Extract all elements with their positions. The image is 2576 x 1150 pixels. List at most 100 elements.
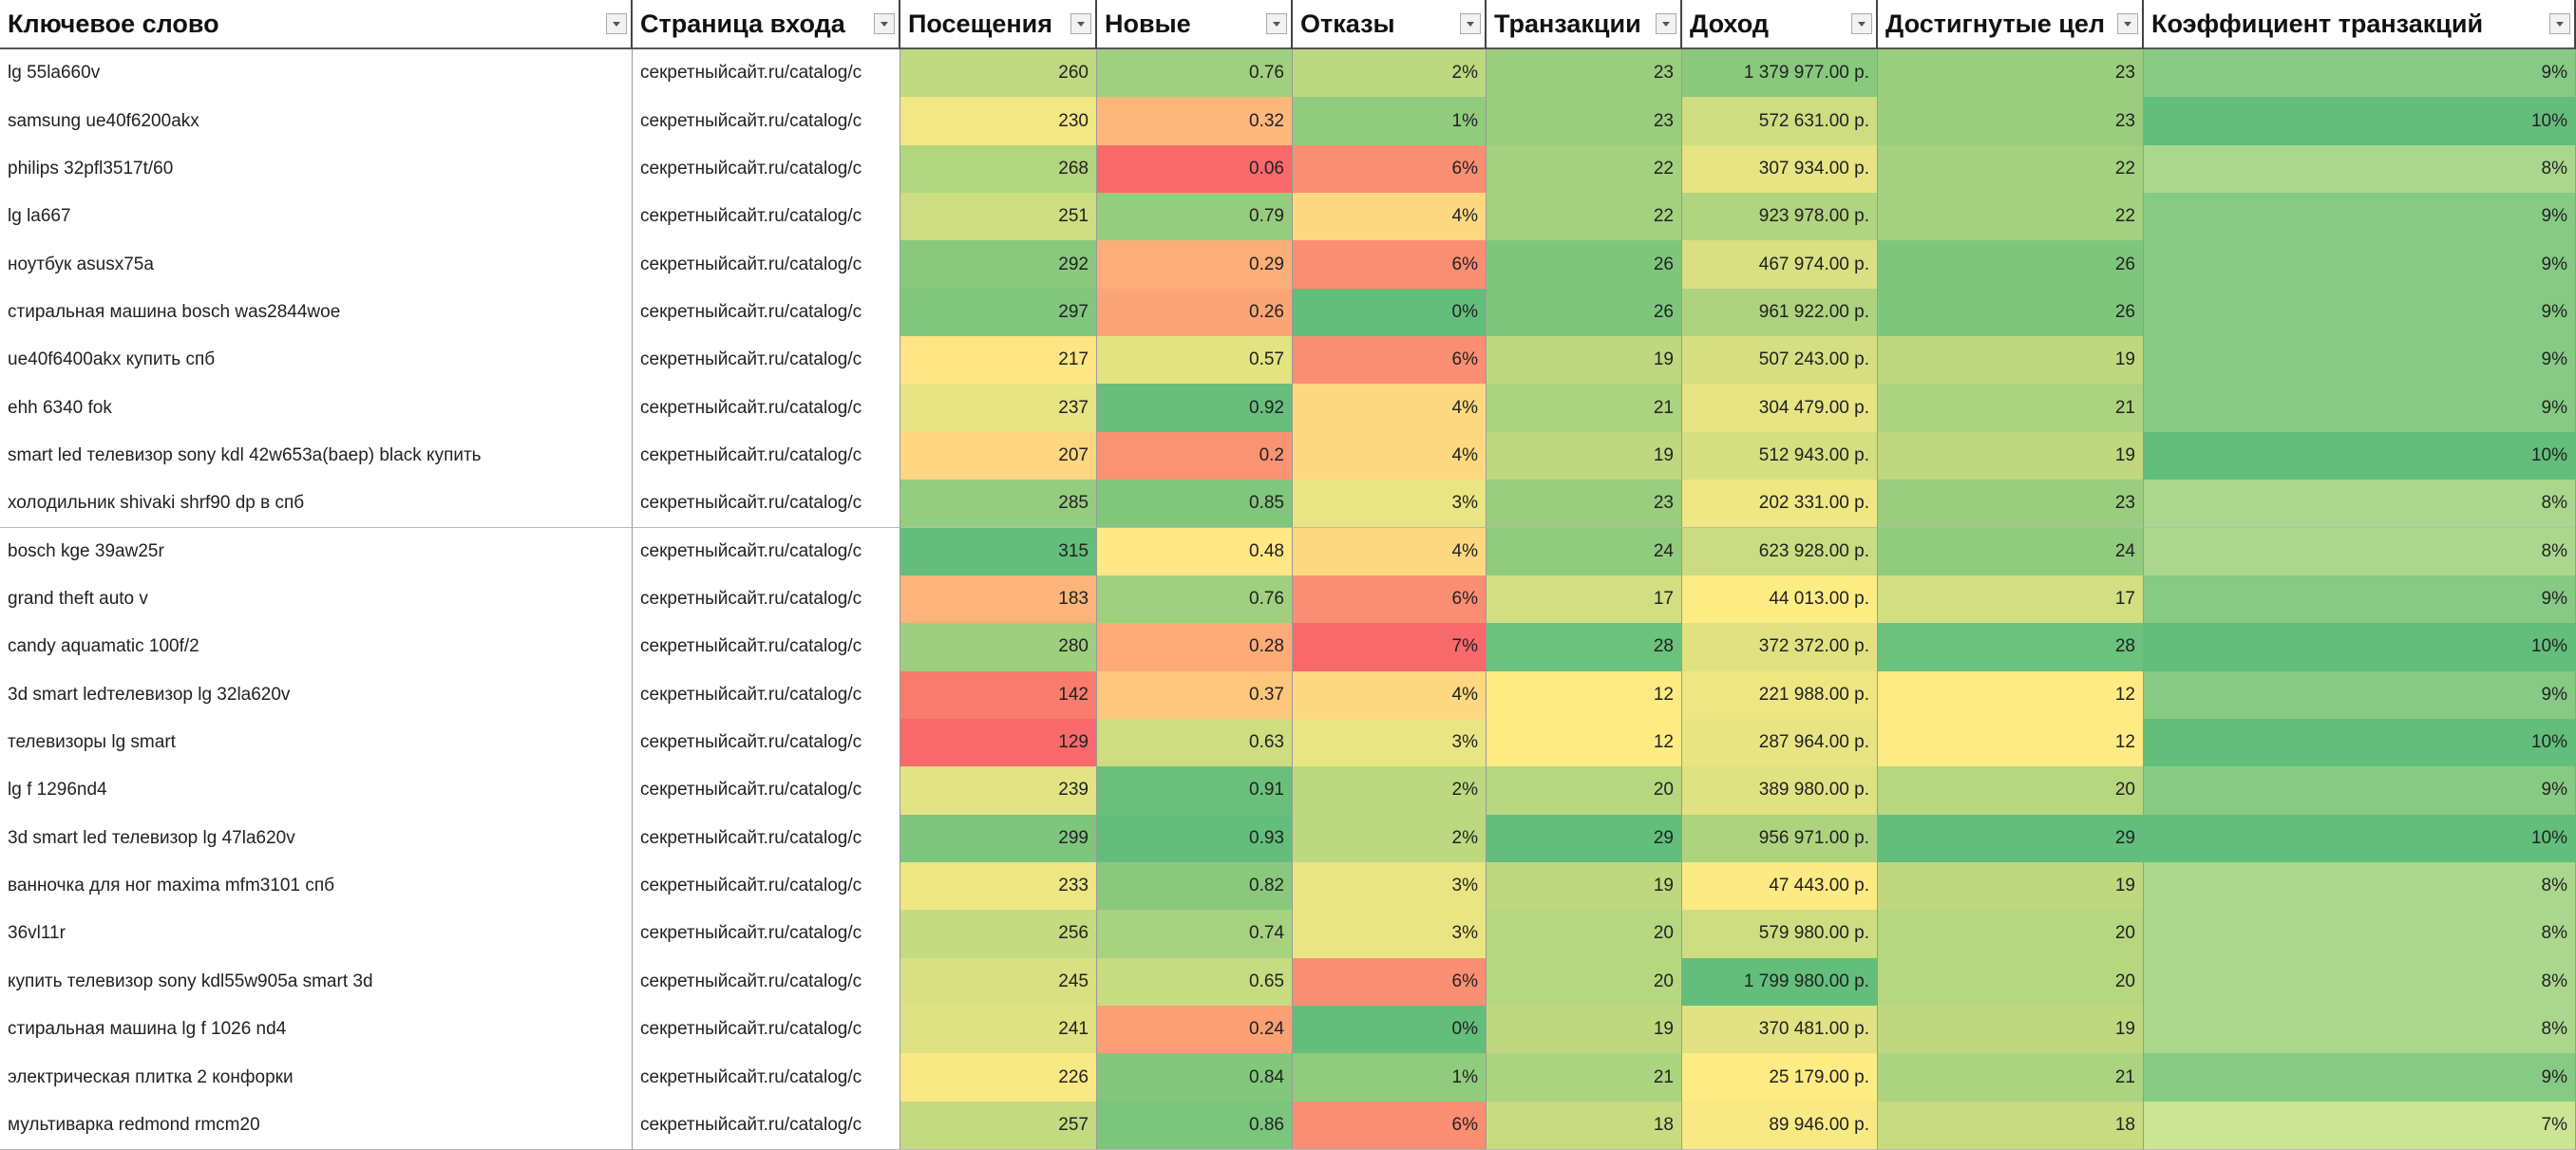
number-cell: 0.06 [1097, 144, 1293, 195]
number-cell: 8% [2144, 480, 2576, 529]
text-cell: секретныйсайт.ru/catalog/c [633, 336, 900, 386]
filter-button[interactable] [1266, 13, 1287, 34]
number-cell-text: 20 [1653, 923, 1674, 944]
number-cell: 9% [2144, 193, 2576, 242]
number-cell: 0.76 [1097, 575, 1293, 625]
text-cell: холодильник shivaki shrf90 dp в спб [0, 480, 633, 529]
number-cell: 9% [2144, 1053, 2576, 1103]
text-cell: ноутбук asusx75a [0, 240, 633, 290]
number-cell: 0.63 [1097, 718, 1293, 768]
number-cell-text: 19 [1653, 444, 1674, 465]
number-cell: 0.85 [1097, 480, 1293, 529]
number-cell-text: 230 [1058, 110, 1089, 131]
text-cell: секретныйсайт.ru/catalog/c [633, 97, 900, 146]
number-cell: 0.79 [1097, 193, 1293, 242]
header-cell-text: Новые [1105, 9, 1191, 38]
number-cell-text: 26 [1653, 254, 1674, 274]
number-cell-text: 287 964.00 р. [1758, 732, 1869, 753]
filter-button[interactable] [2117, 13, 2138, 34]
number-cell-text: 0.76 [1249, 589, 1284, 610]
filter-button[interactable] [874, 13, 895, 34]
number-cell: 0.76 [1097, 49, 1293, 99]
number-cell-text: 24 [1653, 540, 1674, 561]
number-cell-text: 507 243.00 р. [1758, 349, 1869, 370]
text-cell: секретныйсайт.ru/catalog/c [633, 384, 900, 433]
filter-button[interactable] [2549, 13, 2570, 34]
number-cell-text: 2% [1451, 780, 1478, 801]
number-cell-text: 0.63 [1249, 732, 1284, 753]
number-cell-text: 8% [2541, 876, 2567, 896]
text-cell-text: электрическая плитка 2 конфорки [8, 1066, 294, 1087]
number-cell-text: 17 [2114, 589, 2135, 610]
number-cell: 268 [900, 144, 1097, 195]
number-cell-text: 12 [1653, 732, 1674, 753]
text-cell: 36vl11r [0, 910, 633, 959]
text-cell-text: холодильник shivaki shrf90 dp в спб [8, 493, 305, 514]
number-cell: 21 [1487, 1053, 1682, 1103]
text-cell: стиральная машина bosch was2844woe [0, 288, 633, 338]
number-cell-text: 956 971.00 р. [1758, 827, 1869, 848]
number-cell: 0.91 [1097, 766, 1293, 816]
number-cell-text: 23 [2114, 110, 2135, 131]
filter-button[interactable] [1460, 13, 1481, 34]
number-cell: 20 [1487, 766, 1682, 816]
text-cell-text: секретныйсайт.ru/catalog/c [640, 349, 862, 370]
text-cell-text: секретныйсайт.ru/catalog/c [640, 1066, 862, 1087]
number-cell-text: 8% [2541, 1019, 2567, 1040]
number-cell-text: 202 331.00 р. [1758, 493, 1869, 514]
header-cell-text: Отказы [1300, 9, 1395, 38]
number-cell: 923 978.00 р. [1682, 193, 1878, 242]
number-cell: 6% [1293, 1101, 1487, 1150]
number-cell-text: 12 [2114, 684, 2135, 705]
number-cell: 44 013.00 р. [1682, 575, 1878, 625]
text-cell: секретныйсайт.ru/catalog/c [633, 193, 900, 242]
text-cell: секретныйсайт.ru/catalog/c [633, 623, 900, 672]
number-cell-text: 22 [2114, 158, 2135, 179]
number-cell: 20 [1878, 957, 2144, 1007]
number-cell-text: 1 379 977.00 р. [1743, 63, 1869, 84]
text-cell-text: секретныйсайт.ru/catalog/c [640, 110, 862, 131]
number-cell: 507 243.00 р. [1682, 336, 1878, 386]
number-cell: 23 [1878, 97, 2144, 146]
number-cell-text: 372 372.00 р. [1758, 636, 1869, 657]
number-cell: 1% [1293, 97, 1487, 146]
text-cell-text: lg 55la660v [8, 63, 101, 84]
number-cell: 8% [2144, 527, 2576, 576]
number-cell-text: 3% [1451, 876, 1478, 896]
filter-button[interactable] [1851, 13, 1872, 34]
number-cell: 0.48 [1097, 527, 1293, 576]
text-cell-text: samsung ue40f6200akx [8, 110, 199, 131]
number-cell: 1% [1293, 1053, 1487, 1103]
text-cell-text: секретныйсайт.ru/catalog/c [640, 63, 862, 84]
number-cell-text: 25 179.00 р. [1769, 1066, 1869, 1087]
header-cell-text: Ключевое слово [8, 9, 219, 38]
number-cell: 8% [2144, 957, 2576, 1007]
text-cell: ue40f6400akx купить спб [0, 336, 633, 386]
number-cell-text: 12 [1653, 684, 1674, 705]
number-cell: 6% [1293, 957, 1487, 1007]
number-cell-text: 10% [2530, 732, 2567, 753]
text-cell: секретныйсайт.ru/catalog/c [633, 766, 900, 816]
filter-button[interactable] [606, 13, 627, 34]
number-cell-text: 292 [1058, 254, 1089, 274]
text-cell-text: smart led телевизор sony kdl 42w653a(bae… [8, 444, 482, 465]
number-cell-text: 241 [1058, 1019, 1089, 1040]
filter-button[interactable] [1656, 13, 1676, 34]
text-cell: мультиварка redmond rmcm20 [0, 1101, 633, 1150]
number-cell: 9% [2144, 49, 2576, 99]
header-cell-text: Страница входа [640, 9, 845, 38]
number-cell-text: 4% [1451, 540, 1478, 561]
text-cell: секретныйсайт.ru/catalog/c [633, 527, 900, 576]
number-cell-text: 239 [1058, 780, 1089, 801]
number-cell-text: 8% [2541, 971, 2567, 991]
number-cell: 6% [1293, 240, 1487, 290]
number-cell: 0.74 [1097, 910, 1293, 959]
text-cell: 3d smart ledтелевизор lg 32la620v [0, 670, 633, 720]
text-cell: секретныйсайт.ru/catalog/c [633, 957, 900, 1007]
filter-button[interactable] [1070, 13, 1091, 34]
number-cell-text: 18 [2114, 1114, 2135, 1135]
number-cell: 23 [1878, 480, 2144, 529]
number-cell-text: 129 [1058, 732, 1089, 753]
number-cell: 19 [1878, 1006, 2144, 1055]
number-cell-text: 256 [1058, 923, 1089, 944]
